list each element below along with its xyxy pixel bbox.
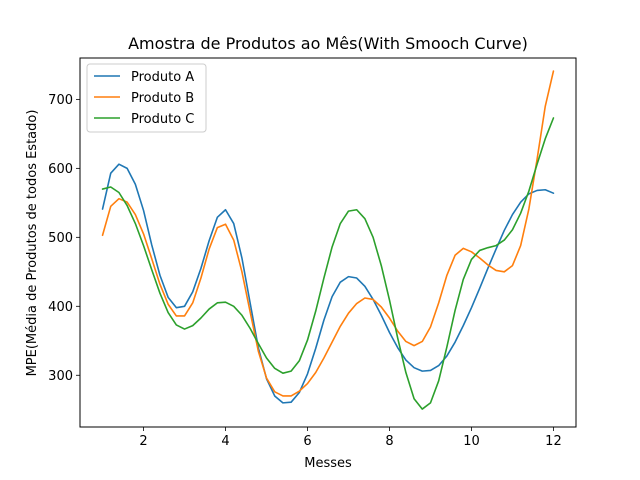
axes-frame [79,57,577,428]
chart-title: Amostra de Produtos ao Mês(With Smooch C… [128,34,528,53]
y-axis-label: MPE(Média de Produtos de todos Estado) [25,110,40,377]
x-tick-label: 10 [463,434,480,449]
x-tick-label: 6 [303,434,311,449]
x-tick-label: 4 [221,434,229,449]
series-line-1 [101,163,555,404]
y-tick-label: 400 [48,300,73,315]
x-axis-label: Messes [304,456,352,471]
x-tick-label: 2 [139,434,147,449]
x-axis-ticks: 2 4 6 8 10 12 [139,427,562,449]
legend: Produto A Produto B Produto C [86,63,207,133]
y-axis-ticks: 300 400 500 600 700 [48,93,80,384]
plot-area [79,57,577,428]
x-tick-label: 8 [385,434,393,449]
x-tick-label: 12 [545,434,562,449]
legend-box [86,63,207,133]
legend-label-2: Produto B [131,91,194,106]
y-tick-label: 700 [48,93,73,108]
y-tick-label: 600 [48,162,73,177]
series-layer [101,70,555,410]
y-tick-label: 500 [48,231,73,246]
legend-label-1: Produto A [131,70,194,85]
series-line-2 [101,70,555,397]
y-tick-label: 300 [48,369,73,384]
legend-label-3: Produto C [131,112,194,127]
series-line-3 [101,117,555,410]
